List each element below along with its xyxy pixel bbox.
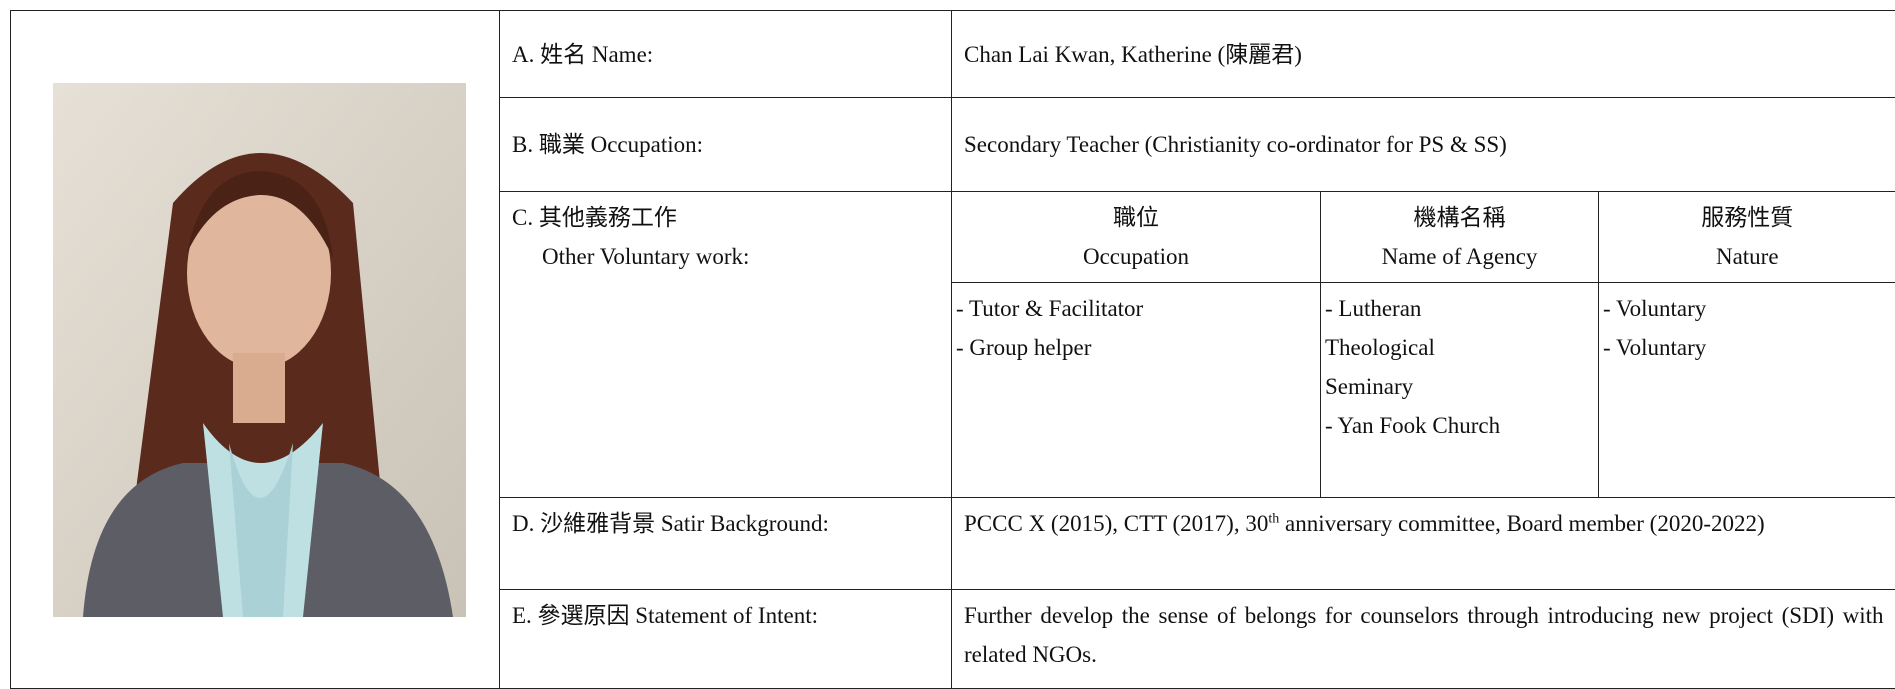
value-cell: Secondary Teacher (Christianity co-ordin… [952, 98, 1895, 192]
label-cell: B. 職業 Occupation: [500, 98, 952, 192]
list-item: - Group helper [956, 328, 1308, 367]
list-cell: - Voluntary- Voluntary [1599, 283, 1895, 498]
label-line: C. 其他義務工作 [512, 198, 939, 237]
label-cell: A. 姓名 Name: [500, 11, 952, 98]
photo-cell [11, 11, 500, 689]
header-line: 機構名稱 [1333, 198, 1586, 237]
list-item: - Yan Fook Church [1325, 406, 1586, 445]
value-text: PCCC X (2015), CTT (2017), 30 [964, 511, 1268, 536]
value-text: anniversary committee, Board member (202… [1279, 511, 1764, 536]
label-cell: D. 沙維雅背景 Satir Background: [500, 498, 952, 590]
header-line: Occupation [964, 237, 1308, 276]
header-line: 服務性質 [1611, 198, 1884, 237]
list-item: Theological [1325, 328, 1586, 367]
list-item: - Lutheran [1325, 289, 1586, 328]
value-cell: Further develop the sense of belongs for… [952, 590, 1895, 689]
label-cell: E. 參選原因 Statement of Intent: [500, 590, 952, 689]
list-cell: - Tutor & Facilitator- Group helper [952, 283, 1321, 498]
header-line: Nature [1611, 237, 1884, 276]
header-line: 職位 [964, 198, 1308, 237]
list-item: - Voluntary [1603, 328, 1884, 367]
list-item: - Tutor & Facilitator [956, 289, 1308, 328]
value-cell: PCCC X (2015), CTT (2017), 30th annivers… [952, 498, 1895, 590]
header-line: Name of Agency [1333, 237, 1586, 276]
portrait-photo [53, 83, 466, 617]
list-item: Seminary [1325, 367, 1586, 406]
superscript: th [1268, 511, 1279, 526]
list-item: - Voluntary [1603, 289, 1884, 328]
label-cell: C. 其他義務工作 Other Voluntary work: [500, 192, 952, 498]
profile-table: A. 姓名 Name: Chan Lai Kwan, Katherine (陳麗… [10, 10, 1895, 689]
value-cell: Chan Lai Kwan, Katherine (陳麗君) [952, 11, 1895, 98]
label-line: Other Voluntary work: [512, 237, 939, 276]
